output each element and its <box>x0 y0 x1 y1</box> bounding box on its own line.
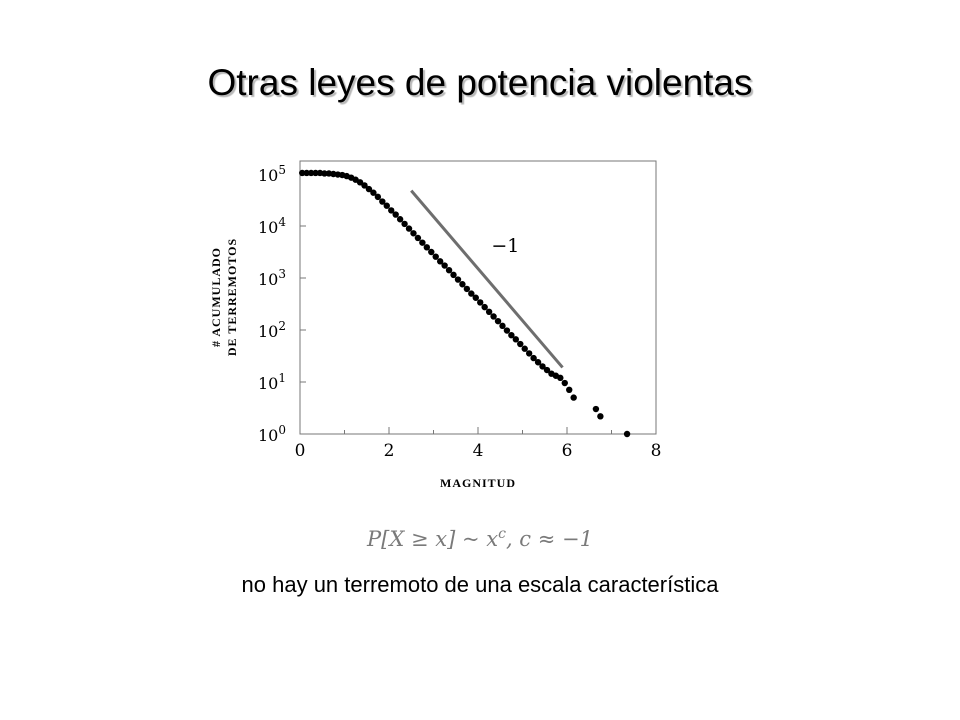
y-tick-exponent: 4 <box>278 215 286 229</box>
data-point <box>414 234 422 242</box>
data-point <box>307 169 315 177</box>
y-axis-label-line2: DE TERREMOTOS <box>225 238 239 356</box>
x-axis-label: MAGNITUD <box>440 476 516 490</box>
data-point <box>396 216 404 223</box>
x-tick-label: 8 <box>651 441 662 461</box>
data-point <box>361 182 368 189</box>
data-point <box>539 363 546 370</box>
data-point <box>436 258 444 265</box>
reference-slope-line <box>410 189 564 369</box>
data-point <box>370 189 377 196</box>
data-point <box>428 248 435 256</box>
data-point <box>356 179 364 186</box>
data-point <box>494 317 502 325</box>
y-tick-exponent: 1 <box>278 371 286 385</box>
formula-exponent: c <box>498 526 506 542</box>
data-point <box>463 285 471 293</box>
y-tick-base: 10 <box>258 322 278 341</box>
data-point <box>410 230 417 237</box>
data-point <box>570 394 577 401</box>
x-tick-labels: 0 2 4 6 8 <box>295 441 662 461</box>
y-tick-exponent: 2 <box>278 319 286 333</box>
y-tick-base: 10 <box>258 166 278 185</box>
data-point <box>512 336 520 343</box>
data-point <box>472 294 479 301</box>
y-tick-label: 102 <box>258 319 286 341</box>
slide-title-wrap: Otras leyes de potencia violentas <box>0 62 960 104</box>
data-point <box>405 225 413 232</box>
data-point <box>374 193 382 201</box>
data-point <box>508 332 515 339</box>
data-point <box>365 185 373 193</box>
data-point <box>383 202 390 209</box>
data-point <box>303 169 310 177</box>
y-tick-exponent: 3 <box>278 267 286 281</box>
y-tick-label: 103 <box>258 267 286 289</box>
data-point <box>312 169 319 177</box>
y-tick-label: 100 <box>258 423 286 445</box>
data-point <box>321 170 328 177</box>
data-point <box>468 290 475 297</box>
power-law-formula: P[X ≥ x] ~ xc, c ≈ −1 <box>0 526 960 551</box>
x-tick-label: 0 <box>295 441 306 461</box>
x-tick-label: 6 <box>562 441 573 461</box>
y-tick-label: 105 <box>258 163 286 185</box>
data-point <box>499 322 506 330</box>
data-point <box>543 366 551 374</box>
slide-title: Otras leyes de potencia violentas <box>207 62 753 103</box>
axis-ticks <box>299 173 657 435</box>
data-point <box>432 253 439 260</box>
y-tick-exponent: 5 <box>278 163 286 177</box>
y-tick-label: 101 <box>258 371 286 393</box>
data-point <box>423 244 431 251</box>
data-point <box>521 345 528 352</box>
data-point <box>561 379 568 387</box>
data-point <box>534 359 542 366</box>
data-point <box>419 239 426 246</box>
formula-lhs: P[X ≥ x] ~ x <box>367 527 499 551</box>
data-point <box>485 308 493 315</box>
data-point <box>459 281 466 288</box>
data-point <box>517 340 524 348</box>
data-point <box>388 207 395 214</box>
y-tick-base: 10 <box>258 426 278 445</box>
data-points <box>299 169 631 438</box>
formula-rhs: , c ≈ −1 <box>505 527 593 551</box>
y-tick-label: 104 <box>258 215 286 237</box>
x-tick-label: 2 <box>384 441 395 461</box>
data-point <box>592 405 600 413</box>
data-point <box>379 198 386 205</box>
y-tick-exponent: 0 <box>278 423 286 437</box>
data-point <box>392 211 399 218</box>
data-point <box>441 262 448 269</box>
y-tick-base: 10 <box>258 218 278 237</box>
data-point <box>454 276 462 283</box>
data-point <box>597 413 604 420</box>
x-tick-label: 4 <box>473 441 484 461</box>
data-point <box>477 299 484 306</box>
data-point <box>445 267 453 274</box>
data-point <box>481 303 488 311</box>
reference-slope-label: −1 <box>491 235 519 257</box>
data-point <box>557 374 564 382</box>
data-point <box>623 430 631 438</box>
data-point <box>401 220 408 228</box>
data-point <box>299 169 306 177</box>
data-point <box>490 313 497 320</box>
slide-caption: no hay un terremoto de una escala caract… <box>241 572 719 597</box>
data-point <box>530 354 537 362</box>
y-tick-base: 10 <box>258 374 278 393</box>
data-point <box>525 350 533 357</box>
data-point <box>503 327 511 334</box>
data-point <box>450 271 457 279</box>
data-point <box>566 386 573 393</box>
y-tick-base: 10 <box>258 270 278 289</box>
y-axis-label-line1: # ACUMULADO <box>209 247 223 347</box>
